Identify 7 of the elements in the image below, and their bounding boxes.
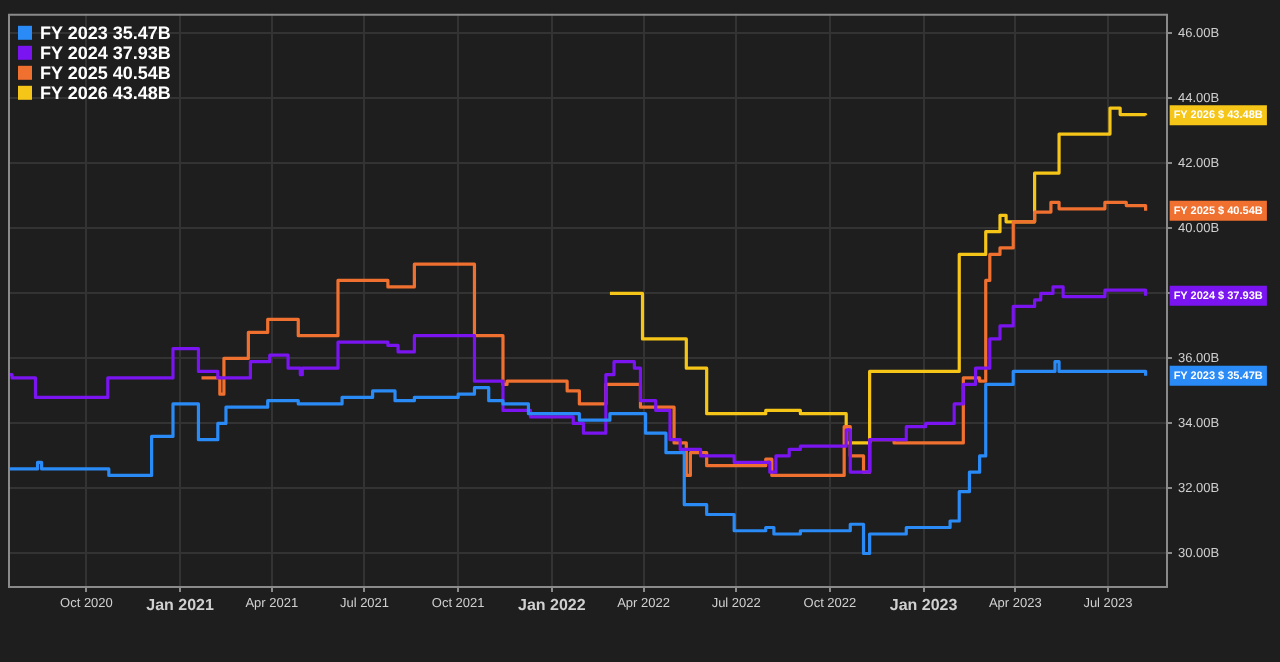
legend-label: FY 2023 35.47B <box>40 22 172 43</box>
legend-label: FY 2025 40.54B <box>40 62 172 83</box>
x-tick-label: Jan 2022 <box>518 596 587 615</box>
x-tick-label: Jan 2023 <box>889 596 959 615</box>
legend-label: FY 2026 43.48B <box>40 82 172 103</box>
x-tick-label: Jan 2021 <box>146 596 216 615</box>
legend-label: FY 2024 37.93B <box>40 42 172 63</box>
